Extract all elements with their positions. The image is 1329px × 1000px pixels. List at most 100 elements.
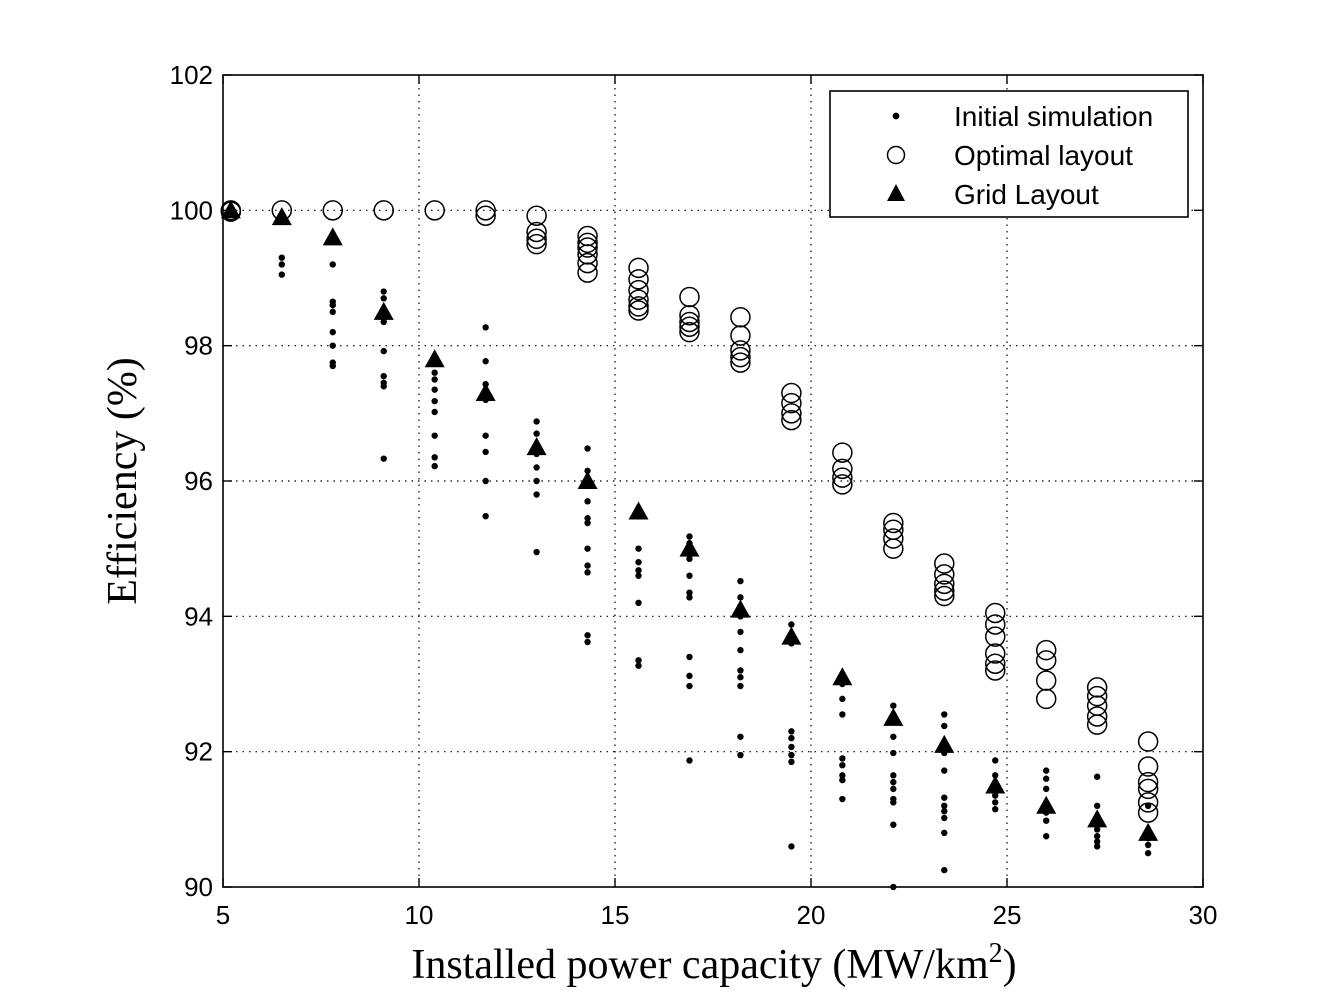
y-axis-title: Efficiency (%) xyxy=(100,357,146,605)
initial-simulation-point xyxy=(686,533,693,540)
grid-layout-point xyxy=(781,626,802,645)
grid-layout-point xyxy=(220,200,241,219)
optimal-layout-point xyxy=(1137,802,1159,823)
initial-simulation-point xyxy=(992,792,999,799)
initial-simulation-point xyxy=(890,821,897,828)
initial-simulation-point xyxy=(686,672,693,680)
initial-simulation-point xyxy=(584,515,591,522)
grid-layout-point xyxy=(1138,822,1159,841)
initial-simulation-point xyxy=(839,772,846,779)
initial-simulation-point xyxy=(584,519,591,527)
optimal-layout-point xyxy=(1137,792,1159,813)
initial-simulation-point xyxy=(737,733,744,740)
optimal-layout-point xyxy=(1086,714,1108,735)
initial-simulation-point xyxy=(1043,767,1050,774)
optimal-layout-point xyxy=(832,467,853,488)
initial-simulation-point xyxy=(941,711,948,718)
optimal-layout-point xyxy=(322,200,344,221)
optimal-layout-point xyxy=(781,403,802,424)
optimal-layout-point xyxy=(526,205,547,226)
x-tick-label: 30 xyxy=(1189,900,1218,930)
initial-simulation-point xyxy=(686,555,693,563)
initial-simulation-point xyxy=(686,757,693,764)
initial-simulation-point xyxy=(839,762,846,769)
initial-simulation-point xyxy=(839,795,846,803)
initial-simulation-point xyxy=(482,432,489,439)
initial-simulation-point xyxy=(533,548,540,556)
x-tick-label: 15 xyxy=(601,900,630,930)
optimal-layout-point xyxy=(1137,771,1159,793)
initial-simulation-point xyxy=(431,408,438,416)
optimal-layout-point xyxy=(730,352,751,373)
optimal-layout-point xyxy=(526,221,547,243)
initial-simulation-point xyxy=(1043,785,1050,793)
optimal-layout-point xyxy=(1035,639,1057,661)
initial-simulation-point xyxy=(1093,843,1101,850)
initial-simulation-point xyxy=(482,477,489,485)
initial-simulation-point xyxy=(788,743,795,751)
optimal-layout-point xyxy=(1035,670,1057,691)
optimal-layout-point xyxy=(526,228,547,250)
initial-simulation-point xyxy=(584,632,591,639)
initial-simulation-point xyxy=(788,734,795,742)
initial-simulation-point xyxy=(992,805,999,813)
initial-simulation-point xyxy=(431,432,438,439)
grid-layout-point xyxy=(628,501,649,520)
initial-simulation-point xyxy=(329,308,336,316)
initial-simulation-point xyxy=(380,318,387,326)
initial-simulation-point xyxy=(329,342,336,349)
initial-simulation-point xyxy=(737,594,744,601)
initial-simulation-point xyxy=(839,776,846,784)
legend-label-grid-layout: Grid Layout xyxy=(954,179,1099,210)
initial-simulation-point xyxy=(278,271,285,278)
legend-marker-initial-simulation xyxy=(892,112,900,120)
initial-simulation-point xyxy=(635,599,642,606)
optimal-layout-point xyxy=(679,316,700,337)
initial-simulation-point xyxy=(380,295,387,302)
optimal-layout-point xyxy=(730,346,751,368)
initial-simulation-point xyxy=(890,733,897,740)
optimal-layout-point xyxy=(934,573,955,595)
optimal-layout-point xyxy=(1035,688,1057,710)
initial-simulation-point xyxy=(890,785,897,793)
grid-layout-point xyxy=(373,301,394,320)
axis-ticks: 5 10 15 20 25 30 90 92 94 96 98 100 102 xyxy=(170,60,1218,930)
grid-layout-point xyxy=(271,207,292,226)
initial-simulation-point xyxy=(431,386,438,393)
optimal-layout-point xyxy=(984,614,1006,635)
initial-simulation-point xyxy=(686,594,693,601)
initial-simulation-point xyxy=(890,778,897,786)
x-tick-label: 25 xyxy=(993,900,1022,930)
initial-simulation-point xyxy=(431,369,438,376)
initial-simulation-point xyxy=(941,722,948,730)
initial-simulation-point xyxy=(941,794,948,801)
initial-simulation-point xyxy=(1144,849,1152,857)
initial-simulation-point xyxy=(1093,838,1101,845)
initial-simulation-point xyxy=(788,751,795,759)
initial-simulation-point xyxy=(533,491,540,498)
optimal-layout-point xyxy=(883,528,904,549)
optimal-layout-point xyxy=(628,269,649,290)
initial-simulation-point xyxy=(737,646,744,654)
grid-layout-point xyxy=(424,349,445,368)
initial-simulation-point xyxy=(1093,773,1101,780)
grid-layout-point xyxy=(832,667,853,686)
initial-simulation-point xyxy=(686,589,693,596)
initial-simulation-point xyxy=(482,324,489,331)
optimal-layout-point xyxy=(577,237,598,258)
initial-simulation-point xyxy=(635,567,642,574)
optimal-layout-point xyxy=(832,458,853,480)
optimal-layout-point xyxy=(730,325,751,346)
initial-simulation-point xyxy=(431,397,438,405)
initial-simulation-point xyxy=(380,372,387,380)
initial-simulation-point xyxy=(941,814,948,822)
initial-simulation-point xyxy=(380,455,387,462)
initial-simulation-point xyxy=(329,362,336,370)
grid-layout-point xyxy=(934,734,955,753)
optimal-layout-point xyxy=(730,340,751,361)
optimal-layout-point xyxy=(1086,706,1108,727)
initial-simulation-point xyxy=(431,376,438,383)
y-tick-label: 92 xyxy=(184,737,213,767)
optimal-layout-point xyxy=(424,200,445,221)
